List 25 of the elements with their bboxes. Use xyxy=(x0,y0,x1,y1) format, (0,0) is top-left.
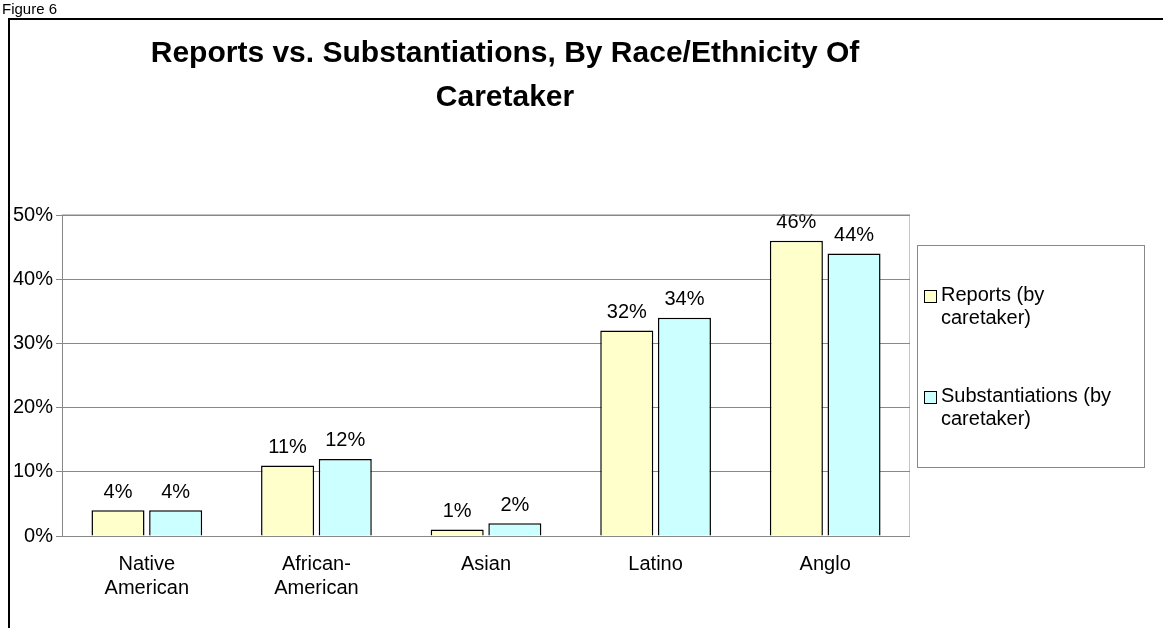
y-tick-label: 10% xyxy=(13,459,54,482)
x-tick-label: Latino xyxy=(628,551,683,574)
data-label: 44% xyxy=(834,223,875,246)
data-label: 4% xyxy=(161,479,191,502)
x-tick-label: African-American xyxy=(274,551,359,598)
data-label: 46% xyxy=(776,210,817,233)
data-label: 34% xyxy=(664,287,705,310)
x-tick-label: Anglo xyxy=(799,551,851,574)
caption: Figure 6 xyxy=(2,0,58,17)
data-label: 4% xyxy=(103,479,133,502)
legend-label: Substantiations (by caretaker) xyxy=(941,383,1113,430)
data-label: 12% xyxy=(325,428,366,451)
chart-title: Reports vs. Substantiations, By Race/Ethnicity Of Caretaker xyxy=(149,34,861,114)
data-label: 1% xyxy=(442,499,472,522)
y-tick-label: 20% xyxy=(13,395,54,418)
legend-label: Reports (by caretaker) xyxy=(941,283,1046,330)
x-tick-label: Asian xyxy=(461,551,512,574)
data-label: 32% xyxy=(606,300,648,323)
y-tick-label: 0% xyxy=(24,523,54,546)
y-tick-label: 40% xyxy=(13,266,54,289)
data-label: 2% xyxy=(500,492,530,515)
y-tick-label: 30% xyxy=(13,330,54,353)
data-label: 11% xyxy=(268,434,308,457)
y-tick-label: 50% xyxy=(13,202,54,225)
x-tick-label: Native American xyxy=(104,551,190,598)
